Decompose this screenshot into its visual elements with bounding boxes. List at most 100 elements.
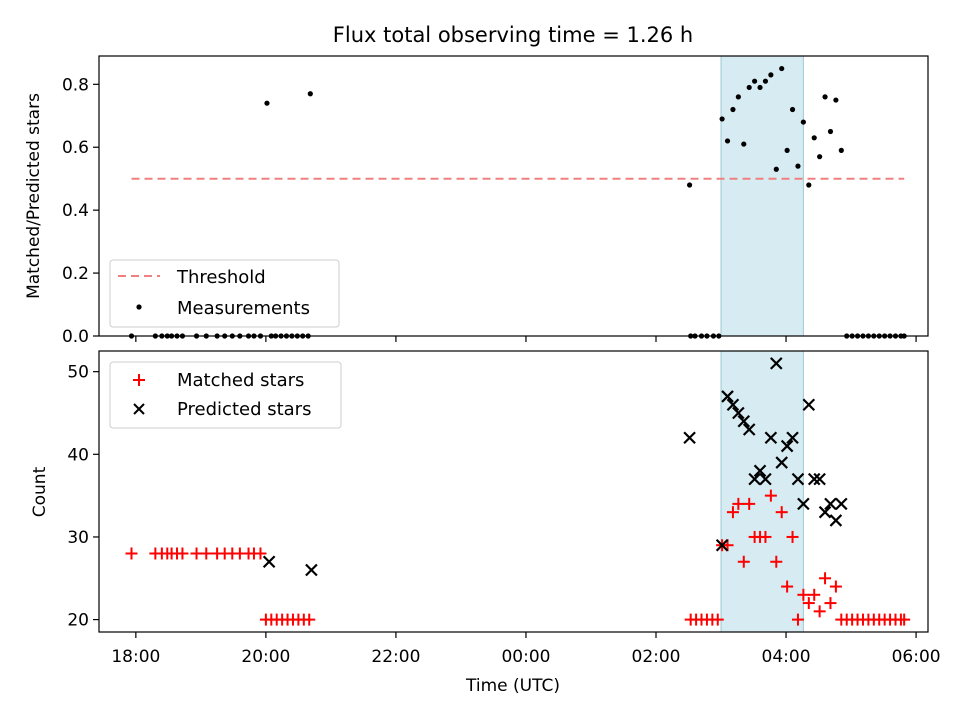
- legend-predicted-swatch: [133, 403, 145, 415]
- measurement-point: [724, 138, 731, 144]
- count-y-tick-label: 40: [67, 445, 89, 465]
- matched-star-points: [125, 489, 911, 626]
- measurement-point: [817, 154, 823, 160]
- predicted-star-point: [807, 472, 821, 486]
- predicted-star-point: [305, 563, 318, 577]
- measurement-point: [757, 84, 763, 91]
- count-y-tick-label: 50: [67, 363, 89, 383]
- measurement-point: [307, 91, 313, 97]
- predicted-star-point: [835, 497, 848, 511]
- matched-star-point: [813, 605, 826, 618]
- x-tick-label: 18:00: [111, 647, 160, 667]
- chart-title: Flux total observing time = 1.26 h: [333, 23, 693, 47]
- matched-star-point: [743, 497, 756, 510]
- matched-star-point: [303, 613, 316, 626]
- count-observing-window: [720, 350, 804, 633]
- matched-star-point: [802, 597, 815, 610]
- predicted-star-point: [780, 439, 794, 453]
- count-axes-frame: [98, 350, 929, 633]
- legend-threshold-label: Threshold: [176, 267, 266, 288]
- matched-star-point: [797, 588, 810, 601]
- measurement-point: [730, 106, 736, 113]
- matched-star-point: [808, 588, 821, 601]
- legend-predicted-label: Predicted stars: [177, 399, 311, 420]
- legend-measurements-label: Measurements: [177, 298, 310, 319]
- predicted-star-point: [715, 538, 729, 552]
- x-tick-label: 22:00: [371, 647, 420, 667]
- predicted-star-point: [262, 555, 276, 569]
- ratio-y-tick-label: 0.4: [62, 201, 89, 221]
- legend-matched-swatch: [133, 374, 145, 386]
- ratio-y-ticks: 0.0 0.2 0.4 0.6 0.8: [62, 75, 99, 347]
- matched-star-point: [732, 497, 745, 510]
- ratio-y-tick-label: 0.2: [62, 264, 89, 284]
- ratio-y-axis-label: Matched/Predicted stars: [24, 93, 44, 299]
- measurement-point: [773, 166, 779, 172]
- matched-star-point: [764, 489, 777, 502]
- matched-star-point: [819, 572, 832, 585]
- predicted-star-point: [753, 464, 767, 478]
- measurement-point: [746, 84, 752, 91]
- count-y-tick-label: 30: [67, 528, 89, 548]
- matched-star-point: [786, 530, 799, 543]
- count-y-tick-label: 20: [67, 611, 89, 631]
- count-legend: Matched stars Predicted stars: [109, 361, 342, 429]
- x-tick-label: 06:00: [892, 647, 941, 667]
- predicted-star-point: [683, 431, 696, 445]
- predicted-star-point: [764, 431, 778, 445]
- ratio-y-tick-label: 0.8: [62, 75, 89, 95]
- measurement-point: [789, 106, 796, 113]
- measurement-point: [741, 141, 747, 147]
- predicted-star-point: [824, 497, 837, 511]
- predicted-star-point: [775, 456, 788, 469]
- measurement-point: [264, 100, 270, 106]
- predicted-star-point: [818, 505, 832, 519]
- x-tick-label: 02:00: [632, 647, 681, 667]
- matched-star-point: [176, 547, 189, 560]
- x-tick-label: 04:00: [762, 647, 811, 667]
- ratio-y-tick-label: 0.6: [62, 138, 89, 158]
- count-panel: 20 30 40 50 18:00 20:00 22:00 00:00 02:00 04:00 0…: [30, 350, 941, 696]
- predicted-star-point: [813, 472, 826, 486]
- matched-star-point: [791, 613, 804, 626]
- legend-measurement-swatch: [136, 304, 142, 310]
- measurement-point: [806, 182, 812, 188]
- matched-star-point: [200, 547, 213, 560]
- measurement-point: [768, 72, 774, 78]
- predicted-star-point: [829, 514, 843, 527]
- measurement-point: [827, 128, 834, 135]
- predicted-star-point: [748, 472, 761, 486]
- matched-star-point: [711, 613, 724, 626]
- predicted-star-point: [791, 472, 805, 486]
- matched-star-point: [824, 597, 837, 610]
- predicted-star-point: [726, 398, 740, 411]
- ratio-legend-box: [109, 259, 340, 328]
- predicted-star-point: [721, 390, 734, 403]
- ratio-y-tick-label: 0.0: [62, 327, 89, 347]
- measurement-point: [784, 147, 790, 153]
- ratio-observing-window: [720, 55, 804, 337]
- measurement-point: [686, 182, 693, 188]
- x-tick-label: 00:00: [501, 647, 550, 667]
- matched-star-point: [759, 530, 772, 543]
- count-y-ticks: 20 30 40 50: [67, 363, 99, 631]
- predicted-star-point: [770, 357, 783, 370]
- predicted-star-points: [262, 357, 848, 577]
- predicted-star-point: [732, 406, 745, 420]
- measurement-point: [762, 78, 769, 84]
- count-legend-box: [109, 361, 342, 429]
- matched-star-point: [726, 506, 739, 519]
- predicted-star-point: [797, 497, 810, 511]
- measurement-point: [779, 65, 785, 72]
- legend-matched-label: Matched stars: [177, 370, 304, 391]
- measurement-point: [811, 135, 817, 141]
- predicted-star-point: [802, 398, 816, 411]
- ratio-x-ticks: [135, 336, 917, 342]
- predicted-star-point: [786, 431, 799, 445]
- matched-star-point: [737, 555, 750, 568]
- matched-star-point: [125, 547, 138, 560]
- measurement-point: [838, 147, 844, 153]
- matched-star-point: [829, 580, 842, 593]
- measurement-point: [735, 94, 741, 100]
